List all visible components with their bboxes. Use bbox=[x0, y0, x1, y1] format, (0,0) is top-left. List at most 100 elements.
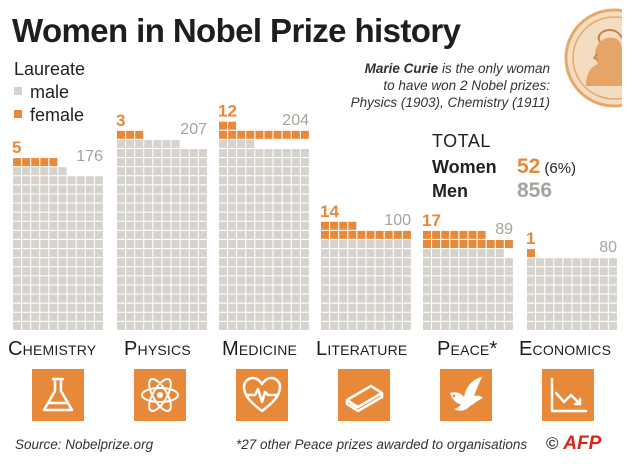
waffle-cell-male bbox=[40, 249, 49, 258]
waffle-cell-male bbox=[198, 185, 207, 194]
waffle-cell-male bbox=[228, 167, 237, 176]
waffle-cell-male bbox=[153, 312, 162, 321]
waffle-cell-male bbox=[189, 158, 198, 167]
waffle-cell-male bbox=[468, 294, 477, 303]
waffle-cell-male bbox=[402, 249, 411, 258]
waffle-cell-male bbox=[581, 321, 590, 330]
waffle-cell-male bbox=[76, 294, 85, 303]
waffle-cell-male bbox=[162, 285, 171, 294]
waffle-cell-male bbox=[219, 321, 227, 330]
waffle-cell-male bbox=[31, 285, 40, 294]
waffle-cell-male bbox=[246, 185, 255, 194]
waffle-cell-male bbox=[273, 212, 282, 221]
waffle-cell-male bbox=[85, 303, 94, 312]
waffle-cell-male bbox=[117, 176, 125, 185]
waffle-cell-male bbox=[40, 303, 49, 312]
waffle-cell-male bbox=[198, 267, 207, 276]
waffle-cell-male bbox=[348, 294, 357, 303]
waffle-cell-male bbox=[126, 203, 135, 212]
waffle-cell-male bbox=[162, 258, 171, 267]
waffle-cell-male bbox=[402, 267, 411, 276]
waffle-cell-male bbox=[76, 258, 85, 267]
waffle-cell-female bbox=[384, 230, 393, 239]
waffle-cell-male bbox=[384, 258, 393, 267]
waffle-cell-male bbox=[219, 249, 227, 258]
waffle-cell-male bbox=[300, 267, 309, 276]
waffle-cell-male bbox=[13, 240, 21, 248]
waffle-cell-male bbox=[180, 158, 189, 167]
waffle-cell-male bbox=[117, 212, 125, 221]
waffle-cell-male bbox=[198, 321, 207, 330]
waffle-cell-male bbox=[255, 321, 264, 330]
waffle-cell-male bbox=[300, 203, 309, 212]
waffle-cell-male bbox=[264, 230, 273, 239]
waffle-cell-female bbox=[282, 130, 291, 139]
waffle-cell-female bbox=[486, 240, 495, 248]
waffle-cell-male bbox=[486, 258, 495, 267]
waffle-cell-male bbox=[282, 167, 291, 176]
waffle-cell-male bbox=[366, 240, 375, 248]
waffle-cell-male bbox=[31, 321, 40, 330]
data-label-male-economics: 80 bbox=[599, 239, 617, 256]
data-label-female-economics: 1 bbox=[526, 229, 535, 248]
waffle-cell-male bbox=[402, 294, 411, 303]
waffle-cell-male bbox=[180, 167, 189, 176]
waffle-cell-male bbox=[40, 185, 49, 194]
waffle-cell-male bbox=[545, 321, 554, 330]
waffle-cell-female bbox=[504, 240, 513, 248]
waffle-cell-male bbox=[330, 321, 339, 330]
waffle-cell-male bbox=[22, 276, 31, 285]
waffle-cell-male bbox=[22, 312, 31, 321]
waffle-cell-male bbox=[94, 203, 103, 212]
waffle-group-literature bbox=[321, 221, 411, 330]
waffle-cell-male bbox=[219, 185, 227, 194]
waffle-cell-male bbox=[228, 221, 237, 230]
waffle-cell-female bbox=[459, 240, 468, 248]
waffle-cell-male bbox=[402, 258, 411, 267]
waffle-cell-male bbox=[22, 285, 31, 294]
waffle-cell-male bbox=[450, 294, 459, 303]
waffle-cell-male bbox=[58, 203, 67, 212]
waffle-cell-male bbox=[264, 185, 273, 194]
waffle-cell-male bbox=[58, 267, 67, 276]
waffle-cell-male bbox=[49, 303, 58, 312]
waffle-cell-male bbox=[291, 221, 300, 230]
waffle-cell-male bbox=[255, 312, 264, 321]
waffle-cell-male bbox=[300, 258, 309, 267]
legend-swatch-female bbox=[14, 110, 22, 119]
waffle-cell-male bbox=[126, 267, 135, 276]
waffle-cell-male bbox=[366, 303, 375, 312]
waffle-cell-male bbox=[366, 312, 375, 321]
waffle-cell-male bbox=[375, 312, 384, 321]
waffle-cell-male bbox=[58, 249, 67, 258]
waffle-cell-male bbox=[13, 167, 21, 176]
waffle-cell-male bbox=[162, 203, 171, 212]
waffle-cell-male bbox=[348, 249, 357, 258]
waffle-cell-male bbox=[228, 230, 237, 239]
waffle-cell-male bbox=[85, 285, 94, 294]
waffle-cell-male bbox=[384, 294, 393, 303]
waffle-cell-male bbox=[94, 249, 103, 258]
waffle-cell-male bbox=[545, 285, 554, 294]
waffle-cell-male bbox=[22, 221, 31, 230]
waffle-cell-male bbox=[189, 185, 198, 194]
waffle-cell-male bbox=[246, 240, 255, 248]
waffle-cell-male bbox=[219, 212, 227, 221]
waffle-cell-male bbox=[219, 221, 227, 230]
waffle-cell-male bbox=[504, 285, 513, 294]
waffle-cell-male bbox=[282, 321, 291, 330]
waffle-cell-male bbox=[291, 276, 300, 285]
waffle-group-economics bbox=[527, 249, 617, 330]
waffle-cell-male bbox=[13, 312, 21, 321]
waffle-cell-male bbox=[504, 267, 513, 276]
waffle-cell-male bbox=[468, 258, 477, 267]
waffle-cell-male bbox=[76, 176, 85, 185]
waffle-cell-male bbox=[198, 194, 207, 203]
waffle-cell-male bbox=[255, 294, 264, 303]
waffle-cell-male bbox=[198, 249, 207, 258]
waffle-cell-female bbox=[339, 221, 348, 230]
waffle-cell-male bbox=[189, 321, 198, 330]
waffle-cell-male bbox=[572, 294, 581, 303]
waffle-cell-male bbox=[282, 203, 291, 212]
waffle-cell-male bbox=[291, 194, 300, 203]
